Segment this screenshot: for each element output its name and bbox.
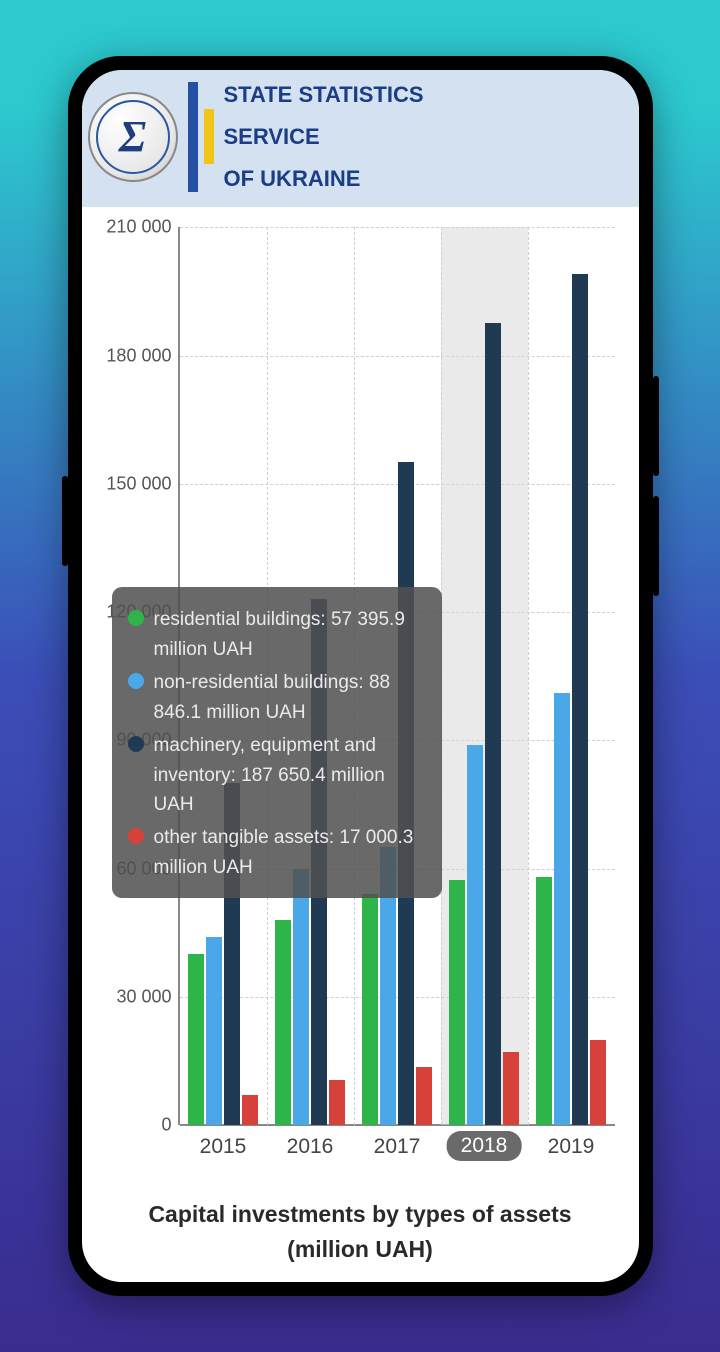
bar-blue (188, 82, 198, 192)
bar-residential[interactable] (449, 880, 465, 1125)
bar-machinery[interactable] (572, 274, 588, 1125)
x-tick-label: 2017 (374, 1135, 421, 1159)
bar-nonresidential[interactable] (467, 745, 483, 1125)
y-tick-label: 30 000 (116, 986, 171, 1007)
x-tick-pill: 2018 (447, 1131, 522, 1161)
bar-nonresidential[interactable] (293, 869, 309, 1125)
plot-wrap: 030 00060 00090 000120 000150 000180 000… (96, 217, 625, 1189)
swatch (128, 673, 144, 689)
header-line: SERVICE (224, 116, 424, 158)
y-tick-label: 150 000 (106, 473, 171, 494)
header-line: OF UKRAINE (224, 158, 424, 200)
gridline-v (528, 227, 529, 1125)
tooltip-row: residential buildings: 57 395.9 million … (128, 605, 426, 664)
y-tick-label: 180 000 (106, 345, 171, 366)
bar-residential[interactable] (188, 954, 204, 1125)
phone-frame: Σ STATE STATISTICS SERVICE OF UKRAINE 0 3… (68, 56, 653, 1296)
tooltip-text: machinery, equipment and inventory: 187 … (154, 731, 426, 819)
y-tick-label: 0 (161, 1115, 171, 1136)
tooltip-row: non-residential buildings: 88 846.1 mill… (128, 668, 426, 727)
bar-residential[interactable] (536, 877, 552, 1125)
bar-other[interactable] (503, 1052, 519, 1125)
bar-residential[interactable] (275, 920, 291, 1125)
x-tick-label: 2019 (548, 1135, 595, 1159)
y-tick-label: 210 000 (106, 217, 171, 238)
bar-residential[interactable] (362, 894, 378, 1125)
chart[interactable]: 030 00060 00090 000120 000150 000180 000… (82, 207, 639, 1282)
swatch (128, 610, 144, 626)
bar-other[interactable] (329, 1080, 345, 1125)
phone-side-button (62, 476, 68, 566)
x-tick-label: 2015 (200, 1135, 247, 1159)
gridline-h (180, 356, 615, 357)
header-bars (188, 82, 214, 192)
tooltip-text: residential buildings: 57 395.9 million … (154, 605, 426, 664)
bar-nonresidential[interactable] (206, 937, 222, 1125)
bar-machinery[interactable] (485, 323, 501, 1125)
caption-line: (million UAH) (104, 1232, 617, 1267)
bar-other[interactable] (590, 1040, 606, 1125)
bar-other[interactable] (416, 1067, 432, 1125)
phone-side-button (653, 496, 659, 596)
tooltip-text: non-residential buildings: 88 846.1 mill… (154, 668, 426, 727)
gridline-h (180, 227, 615, 228)
tooltip-row: other tangible assets: 17 000.3 million … (128, 823, 426, 882)
bar-nonresidential[interactable] (554, 693, 570, 1125)
phone-side-button (653, 376, 659, 476)
bar-yellow (204, 109, 214, 164)
logo-ring (96, 100, 170, 174)
tooltip: residential buildings: 57 395.9 million … (112, 587, 442, 898)
header: Σ STATE STATISTICS SERVICE OF UKRAINE (82, 70, 639, 207)
chart-caption: Capital investments by types of assets (… (96, 1189, 625, 1282)
x-tick-label: 2016 (287, 1135, 334, 1159)
logo: Σ (88, 92, 178, 182)
swatch (128, 828, 144, 844)
bar-other[interactable] (242, 1095, 258, 1125)
tooltip-text: other tangible assets: 17 000.3 million … (154, 823, 426, 882)
tooltip-row: machinery, equipment and inventory: 187 … (128, 731, 426, 819)
header-title: STATE STATISTICS SERVICE OF UKRAINE (224, 74, 424, 199)
caption-line: Capital investments by types of assets (104, 1197, 617, 1232)
screen: Σ STATE STATISTICS SERVICE OF UKRAINE 0 3… (82, 70, 639, 1282)
swatch (128, 736, 144, 752)
header-line: STATE STATISTICS (224, 74, 424, 116)
